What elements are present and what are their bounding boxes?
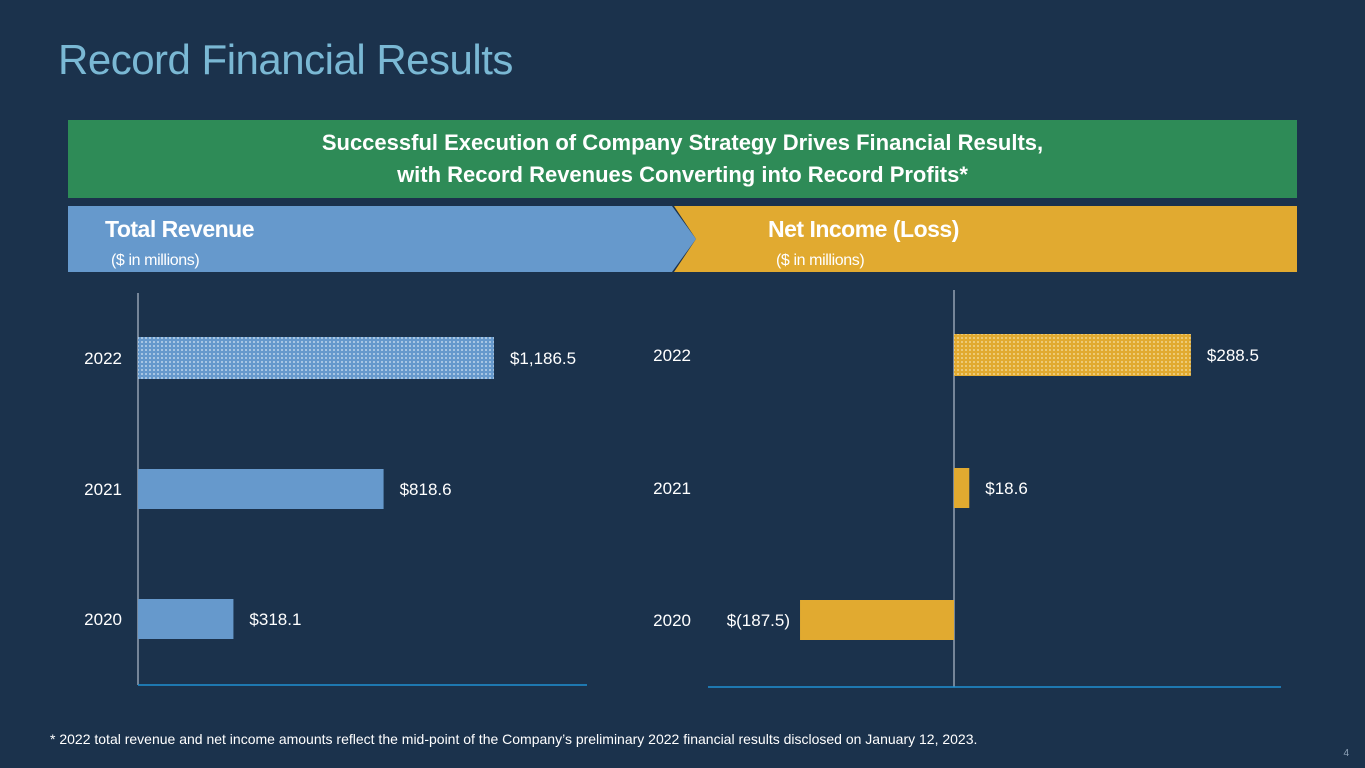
revenue-bar-2020 <box>138 599 234 639</box>
footnote: * 2022 total revenue and net income amou… <box>50 731 978 747</box>
revenue-bar-2021 <box>138 469 384 509</box>
page-number: 4 <box>1343 748 1349 759</box>
net-income-header-title: Net Income (Loss) <box>768 216 959 242</box>
page-title: Record Financial Results <box>58 36 513 83</box>
net-income-value-2021: $18.6 <box>985 479 1028 498</box>
revenue-header-title: Total Revenue <box>105 216 255 242</box>
banner-line-1: Successful Execution of Company Strategy… <box>321 130 1044 155</box>
revenue-header: Total Revenue ($ in millions) <box>68 206 696 272</box>
net-income-bar-2020 <box>800 600 954 640</box>
revenue-value-2022: $1,186.5 <box>510 349 576 368</box>
net-income-chart: 2022 $288.5 2021 $18.6 2020 $(187.5) <box>653 290 1281 688</box>
net-income-category-2022: 2022 <box>653 346 691 365</box>
revenue-category-2020: 2020 <box>84 610 122 629</box>
net-income-header-subtitle: ($ in millions) <box>776 252 865 269</box>
net-income-header: Net Income (Loss) ($ in millions) <box>674 206 1297 272</box>
net-income-category-2021: 2021 <box>653 479 691 498</box>
revenue-chart: 2022 $1,186.5 2021 $818.6 2020 $318.1 <box>84 293 587 686</box>
net-income-bar-2021 <box>954 468 970 508</box>
revenue-header-subtitle: ($ in millions) <box>111 252 200 269</box>
net-income-category-2020: 2020 <box>653 611 691 630</box>
revenue-value-2020: $318.1 <box>249 610 301 629</box>
net-income-value-2022: $288.5 <box>1207 346 1259 365</box>
net-income-bar-2022 <box>954 334 1191 376</box>
revenue-category-2022: 2022 <box>84 349 122 368</box>
net-income-value-2020: $(187.5) <box>727 611 790 630</box>
headline-banner: Successful Execution of Company Strategy… <box>68 120 1297 198</box>
banner-line-2: with Record Revenues Converting into Rec… <box>397 162 968 187</box>
revenue-value-2021: $818.6 <box>400 480 452 499</box>
revenue-bar-2022 <box>138 337 494 379</box>
revenue-category-2021: 2021 <box>84 480 122 499</box>
